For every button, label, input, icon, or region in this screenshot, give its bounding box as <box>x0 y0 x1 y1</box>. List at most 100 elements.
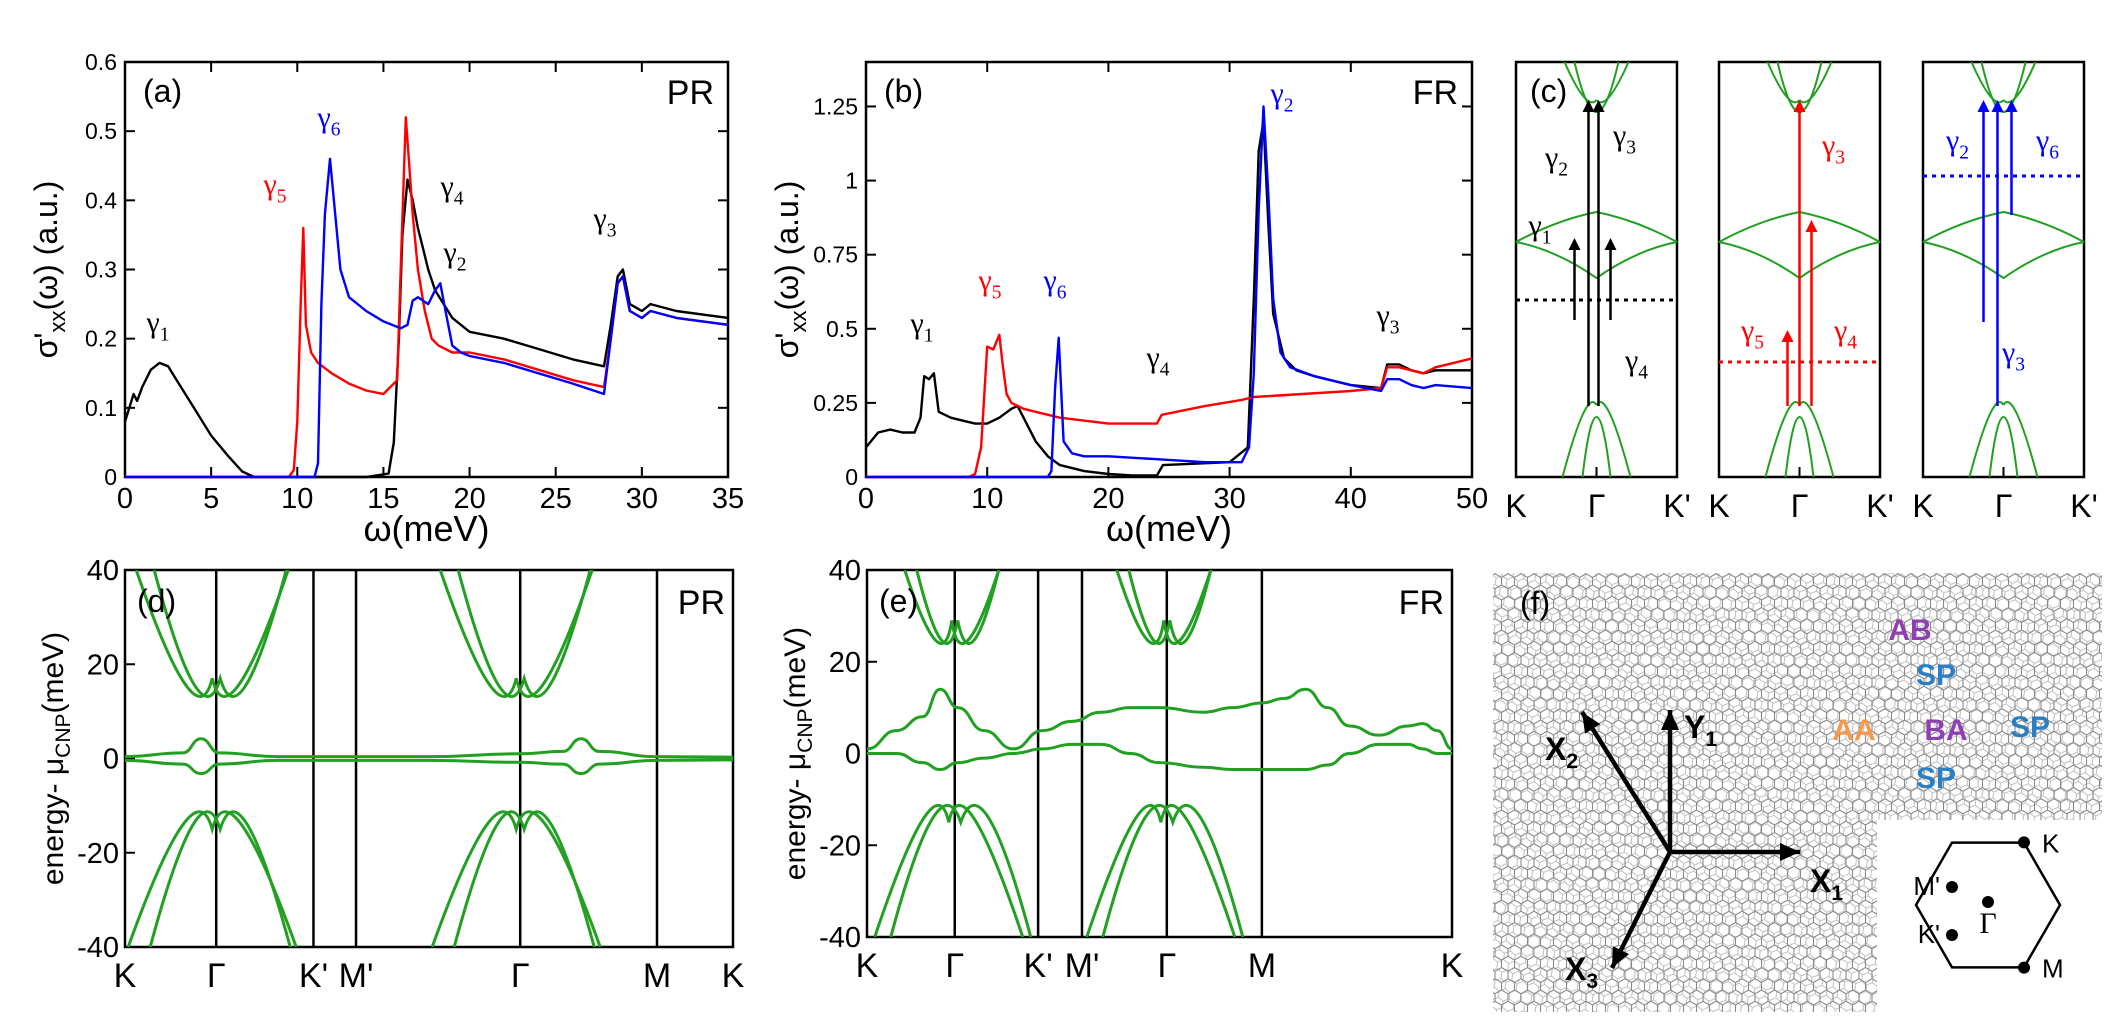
lower-dispersive-band <box>430 810 602 947</box>
gamma-label: γ3 <box>2001 336 2025 375</box>
series-blue <box>125 157 729 479</box>
y-tick-label: 20 <box>829 647 861 679</box>
series-flat-upper <box>125 737 733 759</box>
y-tick-label: 0.2 <box>85 326 117 352</box>
x-tick-label: 10 <box>281 483 313 515</box>
lower-band <box>1798 401 1835 478</box>
gamma-label: γ1 <box>909 307 933 346</box>
gamma-label: γ2 <box>1269 77 1293 116</box>
k-label: K <box>1505 488 1526 524</box>
gamma-label: γ2 <box>1544 141 1568 180</box>
gamma-label: γ4 <box>1145 341 1169 380</box>
k-label: Γ <box>511 957 530 995</box>
stacking-label: AA <box>1832 714 1875 747</box>
panel-label: (f) <box>1520 585 1550 621</box>
bz-label: M <box>2042 954 2064 984</box>
series-black <box>123 178 729 479</box>
panel-c: K Γ K' γ2 γ3 γ1 γ4 (c) K Γ K' γ3 γ5 γ4 K Γ K' γ2 γ6 γ3 <box>1505 60 2098 524</box>
transition-arrow-head <box>1592 100 1605 112</box>
gamma-label: γ2 <box>1945 124 1969 163</box>
k-label: M <box>1248 947 1276 985</box>
y-tick-label: 0.4 <box>85 187 117 213</box>
gamma-label: γ6 <box>2035 124 2059 163</box>
panel-label: (e) <box>879 583 918 619</box>
bz-label: K <box>2042 828 2060 858</box>
y-axis-label: energy- μCNP(meV) <box>779 627 817 880</box>
k-label: Γ <box>207 957 226 995</box>
gamma-label: γ2 <box>442 236 466 275</box>
transition-arrow-head <box>1781 330 1794 342</box>
moire-lattice-overlay <box>1493 573 2102 1012</box>
x-tick-label: 0 <box>858 483 874 515</box>
upper-dispersive-band <box>915 570 1001 645</box>
gamma-label: γ6 <box>316 101 340 140</box>
gamma-point <box>1982 896 1994 908</box>
panel-label: (b) <box>884 73 923 109</box>
upper-dispersive-band <box>134 570 290 698</box>
lower-dispersive-band <box>148 810 292 947</box>
y-tick-label: 0 <box>104 464 117 490</box>
y-tick-label: 1 <box>845 168 858 194</box>
gamma-label: γ4 <box>1833 314 1857 353</box>
panel-e: K Γ K' M' Γ M K 40 20 0 -20 -40 (e) FR energy- μCNP(me… <box>779 555 1464 985</box>
upper-band <box>1766 61 1801 104</box>
panel-label: (c) <box>1530 73 1567 109</box>
lower-band <box>1968 401 2005 478</box>
panel-a: 0 5 10 15 20 25 30 35 0 0.1 0.2 0.3 0.4 0.5 0.6 (a) PR γ1… <box>28 49 744 549</box>
k-label: K' <box>1663 488 1690 524</box>
y-tick-label: 0.75 <box>813 242 858 268</box>
series-blue <box>866 105 1473 479</box>
k-label: K <box>856 947 879 985</box>
bz-label: Γ <box>1979 907 1996 940</box>
axis-label: X2 <box>1545 731 1578 773</box>
transition-arrow-head <box>2005 100 2018 112</box>
axis-label: X3 <box>1565 951 1598 993</box>
gamma-label: γ4 <box>439 170 463 209</box>
k-label: K <box>722 957 745 995</box>
panel-label: (d) <box>137 583 176 619</box>
y-tick-label: -40 <box>819 922 861 954</box>
stacking-label: AB <box>1888 614 1931 647</box>
lower-band <box>1764 401 1801 478</box>
k-label: K' <box>2070 488 2097 524</box>
y-axis-label: σ'xx(ω) (a.u.) <box>28 181 70 359</box>
y-tick-label: 0.6 <box>85 49 117 75</box>
axis-x3-head <box>1612 946 1629 968</box>
transition-arrow-head <box>1991 100 2004 112</box>
y-axis-label: energy- μCNP(meV) <box>37 632 75 885</box>
series-flat-lower <box>867 742 1452 772</box>
lower-band <box>1581 416 1612 478</box>
k-label: K' <box>299 957 328 995</box>
lower-band <box>2002 401 2039 478</box>
lower-dispersive-band <box>873 803 1025 937</box>
upper-dispersive-band <box>1127 570 1213 645</box>
x-tick-label: 20 <box>1092 483 1124 515</box>
x-axis-label: ω(meV) <box>363 508 489 549</box>
x-axis-label: ω(meV) <box>1106 508 1232 549</box>
x-tick-label: 5 <box>203 483 219 515</box>
k-label: K <box>1441 947 1464 985</box>
bz-label: M' <box>1913 871 1940 901</box>
x-tick-label: 20 <box>453 483 485 515</box>
subpanel-1: K Γ K' γ2 γ3 γ1 γ4 (c) <box>1505 60 1691 524</box>
flat-band-lower <box>1922 241 2085 280</box>
x-tick-label: 10 <box>971 483 1003 515</box>
axis-x2 <box>1580 710 1672 854</box>
flat-band-upper <box>1922 210 2085 243</box>
y-tick-label: -20 <box>77 838 119 870</box>
lower-band <box>1988 416 2019 478</box>
stacking-label: SP <box>1916 762 1956 795</box>
k-label: K' <box>1866 488 1893 524</box>
k-label: M' <box>339 957 374 995</box>
series-red <box>125 116 729 479</box>
lower-dispersive-band <box>889 803 1033 937</box>
y-tick-label: -40 <box>77 932 119 964</box>
gamma-label: γ5 <box>1740 314 1764 353</box>
series-flat-lower <box>125 758 733 776</box>
k-prime-point <box>1945 929 1958 941</box>
y-tick-label: 40 <box>87 555 119 587</box>
gamma-label: γ1 <box>1527 209 1551 248</box>
gamma-label: γ6 <box>1042 264 1066 303</box>
